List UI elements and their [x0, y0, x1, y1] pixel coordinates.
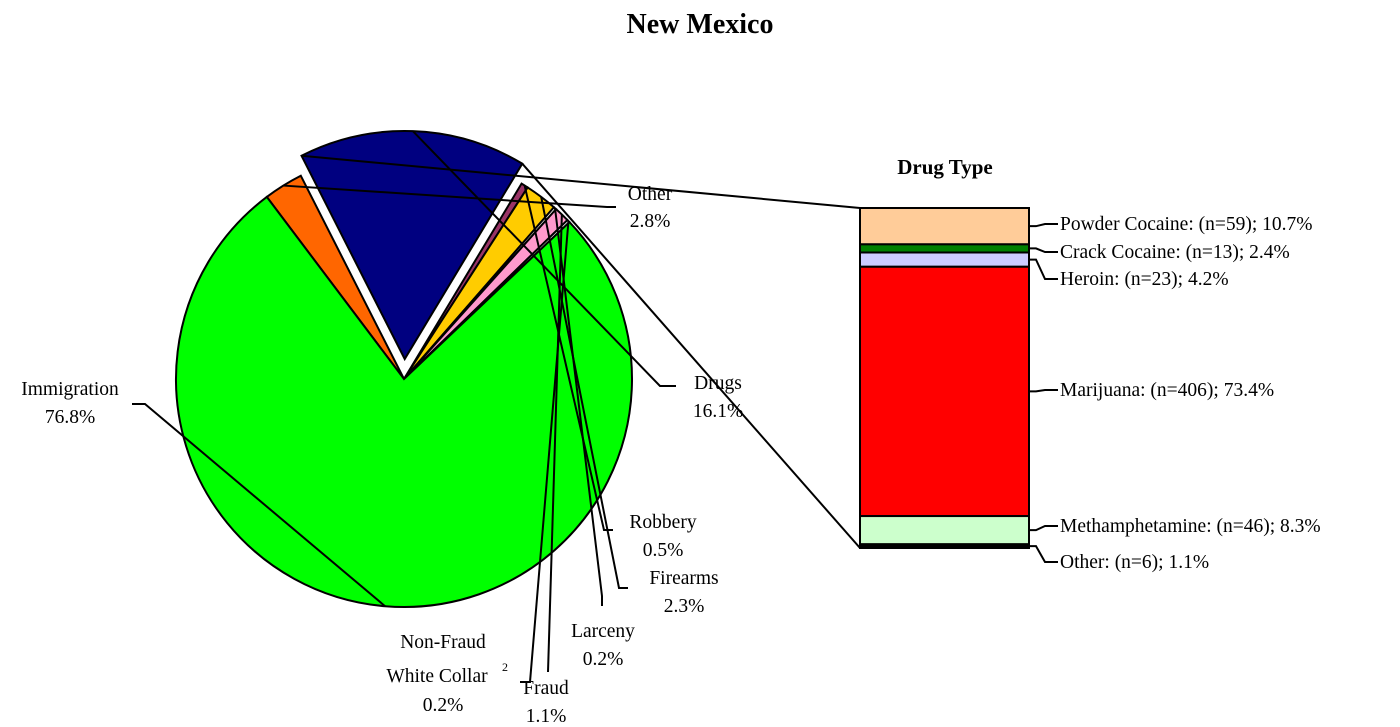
leader-drug-3 — [1029, 389, 1058, 393]
leader-drug-1 — [1029, 247, 1058, 253]
leader-firearms — [540, 196, 628, 589]
value-other: 2.8% — [630, 211, 671, 232]
label-fraud: Fraud — [523, 678, 569, 699]
bar-segment-4 — [859, 515, 1030, 546]
drug-label-1: Crack Cocaine: (n=13); 2.4% — [1060, 242, 1290, 263]
value-robbery: 0.5% — [643, 540, 684, 561]
label-other: Other — [628, 184, 673, 205]
leader-nonfraud — [520, 220, 570, 683]
bar-segment-2 — [859, 251, 1030, 268]
leader-other — [283, 184, 616, 208]
drug-label-0: Powder Cocaine: (n=59); 10.7% — [1060, 214, 1313, 235]
drug-type-bar — [859, 207, 1030, 549]
leader-larceny — [554, 208, 603, 606]
bar-segment-5 — [859, 543, 1030, 549]
bar-segment-3 — [859, 265, 1030, 518]
leader-drug-5 — [1029, 545, 1058, 563]
leader-drug-0 — [1029, 223, 1058, 228]
label-immigration: Immigration — [21, 379, 119, 400]
leader-fraud — [547, 214, 563, 673]
leader-drugs — [412, 130, 676, 387]
label-nonfraud-line1: Non-Fraud — [400, 632, 486, 653]
label-drugs: Drugs — [694, 373, 742, 394]
pie-chart — [175, 130, 633, 608]
bar-segment-1 — [859, 243, 1030, 254]
value-nonfraud: 0.2% — [423, 695, 464, 716]
label-nonfraud-superscript: 2 — [502, 660, 508, 674]
drug-label-5: Other: (n=6); 1.1% — [1060, 552, 1209, 573]
drug-label-3: Marijuana: (n=406); 73.4% — [1060, 380, 1274, 401]
leader-lines — [132, 130, 1058, 683]
leader-drug-2 — [1029, 258, 1058, 280]
connector-bottom — [521, 163, 861, 549]
value-immigration: 76.8% — [45, 407, 95, 428]
drug-label-4: Methamphetamine: (n=46); 8.3% — [1060, 516, 1321, 537]
label-larceny: Larceny — [571, 621, 635, 642]
label-nonfraud-line2: White Collar — [386, 666, 488, 687]
chart-title: New Mexico — [627, 9, 774, 40]
explode-connectors — [301, 154, 861, 549]
label-robbery: Robbery — [629, 512, 696, 533]
leader-immigration — [132, 403, 386, 607]
connector-top — [301, 154, 861, 209]
value-drugs: 16.1% — [693, 401, 743, 422]
value-firearms: 2.3% — [664, 596, 705, 617]
value-larceny: 0.2% — [583, 649, 624, 670]
value-fraud: 1.1% — [526, 706, 567, 727]
bar-segment-0 — [859, 207, 1030, 246]
leader-drug-4 — [1029, 525, 1058, 532]
drug-type-title: Drug Type — [897, 155, 992, 179]
drug-label-2: Heroin: (n=23); 4.2% — [1060, 269, 1229, 290]
slice-labels: Other 2.8% Drugs 16.1% Immigration 76.8% Robbe… — [21, 184, 1320, 727]
label-firearms: Firearms — [649, 568, 718, 589]
leader-robbery — [523, 185, 613, 531]
